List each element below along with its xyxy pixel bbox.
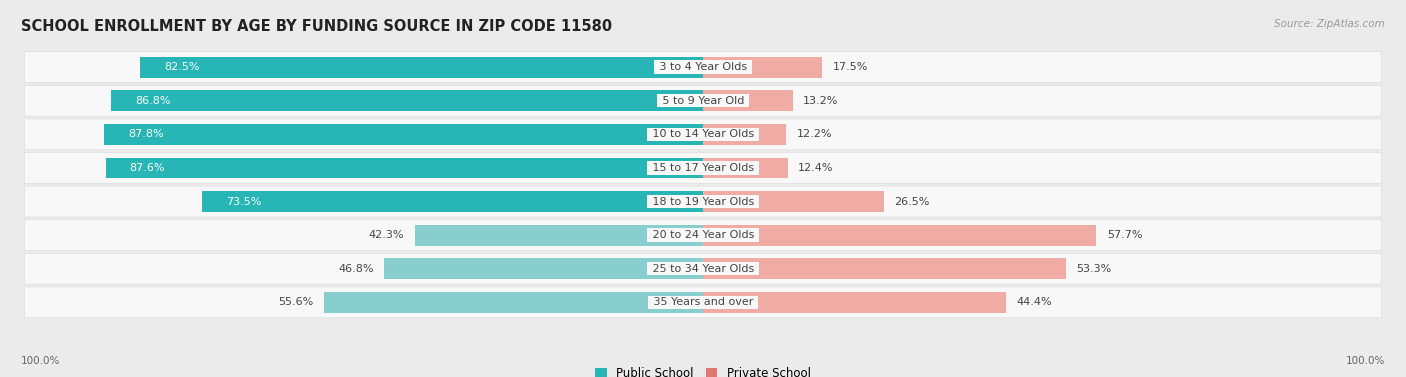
Bar bbox=[703, 225, 1097, 245]
Legend: Public School, Private School: Public School, Private School bbox=[595, 367, 811, 377]
Text: 10 to 14 Year Olds: 10 to 14 Year Olds bbox=[648, 129, 758, 139]
Text: 17.5%: 17.5% bbox=[832, 62, 868, 72]
FancyBboxPatch shape bbox=[24, 119, 1382, 150]
Bar bbox=[415, 225, 703, 245]
Text: 12.4%: 12.4% bbox=[797, 163, 834, 173]
Text: 87.6%: 87.6% bbox=[129, 163, 165, 173]
Text: 55.6%: 55.6% bbox=[278, 297, 314, 307]
Text: 5 to 9 Year Old: 5 to 9 Year Old bbox=[658, 96, 748, 106]
FancyBboxPatch shape bbox=[24, 220, 1382, 251]
Text: 44.4%: 44.4% bbox=[1017, 297, 1052, 307]
Bar bbox=[202, 191, 703, 212]
Text: 100.0%: 100.0% bbox=[1346, 356, 1385, 366]
Bar bbox=[703, 90, 793, 111]
Bar bbox=[703, 158, 787, 178]
Text: 82.5%: 82.5% bbox=[165, 62, 200, 72]
Text: 86.8%: 86.8% bbox=[135, 96, 170, 106]
Bar bbox=[703, 124, 786, 145]
FancyBboxPatch shape bbox=[24, 85, 1382, 116]
Bar bbox=[703, 258, 1067, 279]
Text: 12.2%: 12.2% bbox=[796, 129, 832, 139]
Text: Source: ZipAtlas.com: Source: ZipAtlas.com bbox=[1274, 19, 1385, 29]
Text: 73.5%: 73.5% bbox=[225, 196, 262, 207]
Bar bbox=[384, 258, 703, 279]
Text: 53.3%: 53.3% bbox=[1077, 264, 1112, 274]
Text: 100.0%: 100.0% bbox=[21, 356, 60, 366]
Bar bbox=[141, 57, 703, 78]
Text: 46.8%: 46.8% bbox=[337, 264, 374, 274]
FancyBboxPatch shape bbox=[24, 253, 1382, 284]
Text: 18 to 19 Year Olds: 18 to 19 Year Olds bbox=[648, 196, 758, 207]
Text: 20 to 24 Year Olds: 20 to 24 Year Olds bbox=[648, 230, 758, 240]
Bar bbox=[703, 191, 884, 212]
Bar bbox=[111, 90, 703, 111]
FancyBboxPatch shape bbox=[24, 287, 1382, 318]
Bar bbox=[104, 124, 703, 145]
FancyBboxPatch shape bbox=[24, 186, 1382, 217]
Text: 26.5%: 26.5% bbox=[894, 196, 929, 207]
Text: 25 to 34 Year Olds: 25 to 34 Year Olds bbox=[648, 264, 758, 274]
Bar bbox=[323, 292, 703, 313]
Text: 87.8%: 87.8% bbox=[128, 129, 163, 139]
FancyBboxPatch shape bbox=[24, 152, 1382, 183]
Text: 35 Years and over: 35 Years and over bbox=[650, 297, 756, 307]
Bar bbox=[703, 57, 823, 78]
Text: 15 to 17 Year Olds: 15 to 17 Year Olds bbox=[648, 163, 758, 173]
Bar bbox=[105, 158, 703, 178]
Text: SCHOOL ENROLLMENT BY AGE BY FUNDING SOURCE IN ZIP CODE 11580: SCHOOL ENROLLMENT BY AGE BY FUNDING SOUR… bbox=[21, 19, 612, 34]
Text: 42.3%: 42.3% bbox=[368, 230, 405, 240]
Bar bbox=[703, 292, 1005, 313]
Text: 3 to 4 Year Olds: 3 to 4 Year Olds bbox=[655, 62, 751, 72]
Text: 13.2%: 13.2% bbox=[803, 96, 838, 106]
Text: 57.7%: 57.7% bbox=[1107, 230, 1142, 240]
FancyBboxPatch shape bbox=[24, 52, 1382, 83]
